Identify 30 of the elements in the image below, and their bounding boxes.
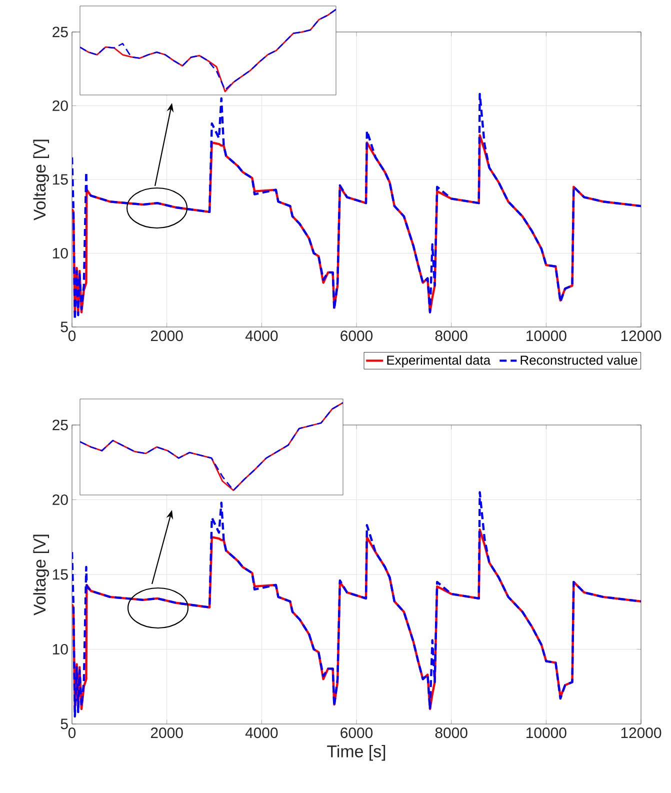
y-tick-label: 20 bbox=[52, 494, 68, 506]
y-tick-label: 15 bbox=[53, 569, 68, 580]
legend-label: Reconstructed value bbox=[520, 355, 638, 365]
x-tick-label: 10000 bbox=[526, 728, 566, 738]
y-axis-title: Voltage [V] bbox=[33, 140, 50, 220]
x-tick-label: 12000 bbox=[621, 728, 662, 738]
y-tick-label: 10 bbox=[53, 644, 68, 655]
x-tick-label: 0 bbox=[68, 728, 76, 738]
y-tick-label: 15 bbox=[53, 174, 68, 185]
x-tick-label: 10000 bbox=[526, 330, 566, 342]
x-axis-title: Time [s] bbox=[327, 744, 386, 761]
x-tick-label: 2000 bbox=[150, 728, 183, 738]
line-series bbox=[72, 491, 641, 718]
y-tick-label: 20 bbox=[52, 100, 68, 112]
x-tick-label: 4000 bbox=[245, 728, 278, 738]
x-tick-label: 2000 bbox=[150, 330, 183, 342]
y-tick-label: 5 bbox=[60, 718, 68, 730]
x-tick-label: 8000 bbox=[435, 330, 468, 342]
y-tick-label: 25 bbox=[52, 26, 68, 38]
x-tick-label: 6000 bbox=[340, 330, 373, 342]
x-tick-label: 0 bbox=[68, 330, 76, 342]
x-tick-label: 4000 bbox=[245, 330, 278, 342]
x-tick-label: 6000 bbox=[340, 728, 373, 738]
y-tick-label: 10 bbox=[53, 248, 68, 259]
legend-label: Experimental data bbox=[387, 355, 491, 368]
y-tick-label: 5 bbox=[60, 322, 68, 332]
x-tick-label: 12000 bbox=[621, 330, 662, 342]
y-axis-title: Voltage [V] bbox=[33, 534, 50, 616]
x-tick-label: 8000 bbox=[435, 728, 468, 738]
y-tick-label: 25 bbox=[52, 420, 68, 430]
